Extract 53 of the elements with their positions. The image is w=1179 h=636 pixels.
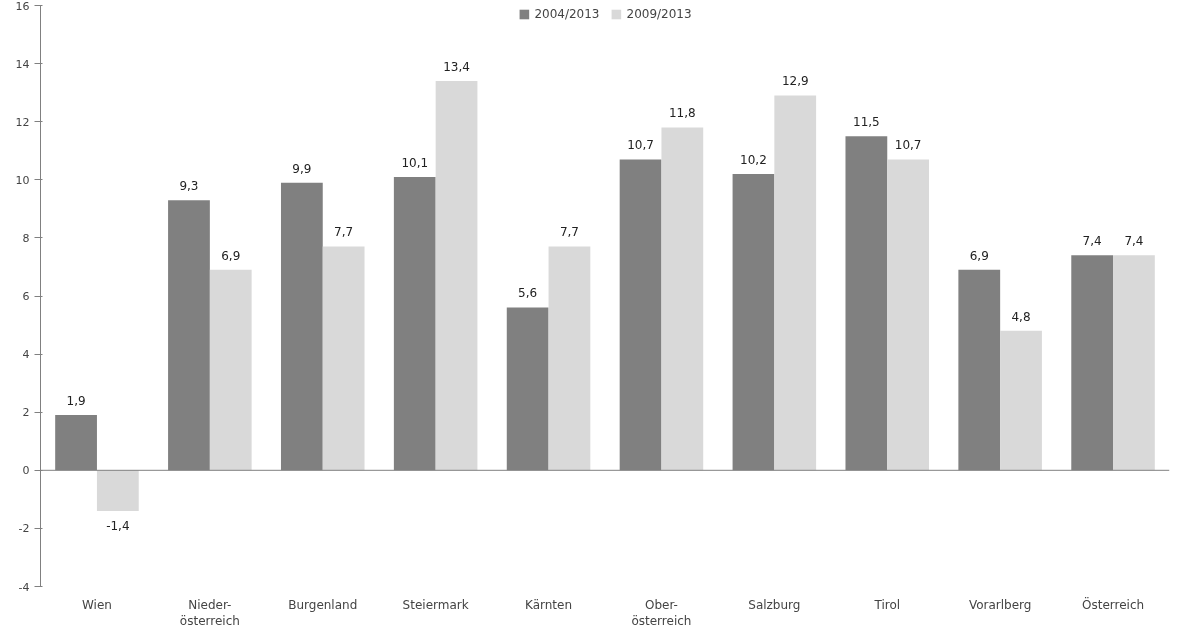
data-label: 1,9 [66,393,86,408]
y-tick-label: 4 [22,348,30,362]
data-label: 4,8 [1011,309,1031,324]
bar [774,95,817,471]
data-label: 6,9 [969,248,989,263]
x-tick-label: Vorarlberg [968,597,1032,612]
x-tick-label: Steiermark [402,597,469,612]
data-label: 11,8 [668,106,696,121]
x-tick-label: Nieder- österreich [179,597,240,629]
data-label: 9,9 [292,161,312,176]
bar [887,159,930,471]
data-label: -1,4 [106,519,130,534]
y-tick-label: 14 [15,57,30,71]
data-label: 10,2 [740,152,767,167]
data-label: 7,7 [334,225,354,240]
y-tick-label: 2 [22,406,30,420]
data-label: 10,7 [627,138,654,153]
x-tick-label: Ober- österreich [631,597,692,629]
legend-label: 2009/2013 [626,7,692,21]
x-tick-label: Österreich [1082,595,1145,612]
y-tick-label: 16 [15,0,30,13]
data-label: 11,5 [853,115,880,130]
y-tick-label: 12 [15,115,30,129]
bar [96,470,139,511]
data-label: 10,7 [894,138,922,153]
bar [661,127,704,471]
data-label: 6,9 [221,248,241,263]
data-label: 10,1 [401,155,429,170]
x-tick-label: Wien [81,597,112,612]
data-label: 7,4 [1124,234,1144,249]
x-tick-label: Tirol [873,597,901,612]
data-label: 9,3 [179,178,199,193]
bar [548,246,591,471]
y-tick-label: -4 [18,580,30,594]
data-label: 12,9 [781,74,809,89]
bar [1000,330,1042,471]
x-tick-label: Burgenland [288,597,358,612]
y-tick-label: 8 [22,231,30,245]
data-label: 7,4 [1082,234,1102,249]
y-tick-label: 6 [22,290,30,303]
x-tick-label: Salzburg [748,597,801,612]
y-tick-label: 10 [15,173,30,187]
data-label: 5,6 [518,286,538,301]
y-tick-label: 0 [22,464,30,478]
y-tick-label: -2 [18,522,30,536]
bar [435,81,478,471]
legend-label: 2004/2013 [534,7,600,21]
bar [1113,255,1155,471]
bar [209,269,252,471]
bar [322,246,365,471]
data-label: 7,7 [559,225,579,240]
x-tick-label: Kärnten [525,597,573,612]
data-label: 13,4 [443,59,470,74]
